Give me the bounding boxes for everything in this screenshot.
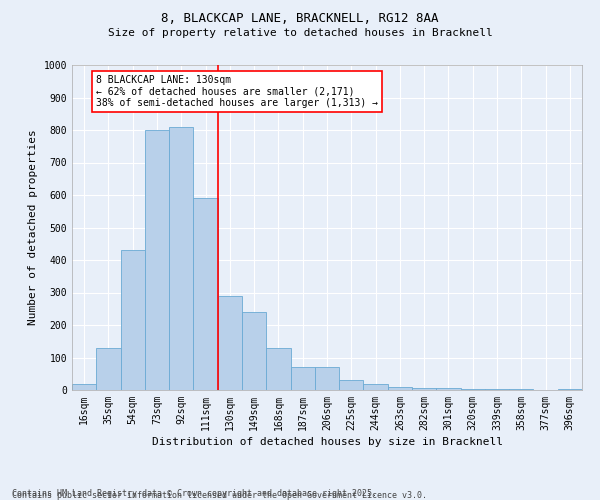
Bar — [315, 367, 339, 390]
Text: Contains public sector information licensed under the Open Government Licence v3: Contains public sector information licen… — [12, 491, 427, 500]
Bar — [412, 388, 436, 390]
Bar — [339, 380, 364, 390]
Bar — [72, 384, 96, 390]
Bar — [218, 296, 242, 390]
Bar — [193, 198, 218, 390]
Bar — [96, 348, 121, 390]
Bar — [169, 126, 193, 390]
X-axis label: Distribution of detached houses by size in Bracknell: Distribution of detached houses by size … — [151, 437, 503, 447]
Bar — [461, 389, 485, 390]
Text: 8 BLACKCAP LANE: 130sqm
← 62% of detached houses are smaller (2,171)
38% of semi: 8 BLACKCAP LANE: 130sqm ← 62% of detache… — [96, 74, 378, 108]
Bar — [266, 348, 290, 390]
Text: 8, BLACKCAP LANE, BRACKNELL, RG12 8AA: 8, BLACKCAP LANE, BRACKNELL, RG12 8AA — [161, 12, 439, 26]
Bar — [145, 130, 169, 390]
Text: Contains HM Land Registry data © Crown copyright and database right 2025.: Contains HM Land Registry data © Crown c… — [12, 488, 377, 498]
Bar — [290, 367, 315, 390]
Bar — [388, 387, 412, 390]
Y-axis label: Number of detached properties: Number of detached properties — [28, 130, 38, 326]
Bar — [436, 388, 461, 390]
Bar — [364, 384, 388, 390]
Bar — [121, 250, 145, 390]
Text: Size of property relative to detached houses in Bracknell: Size of property relative to detached ho… — [107, 28, 493, 38]
Bar — [242, 312, 266, 390]
